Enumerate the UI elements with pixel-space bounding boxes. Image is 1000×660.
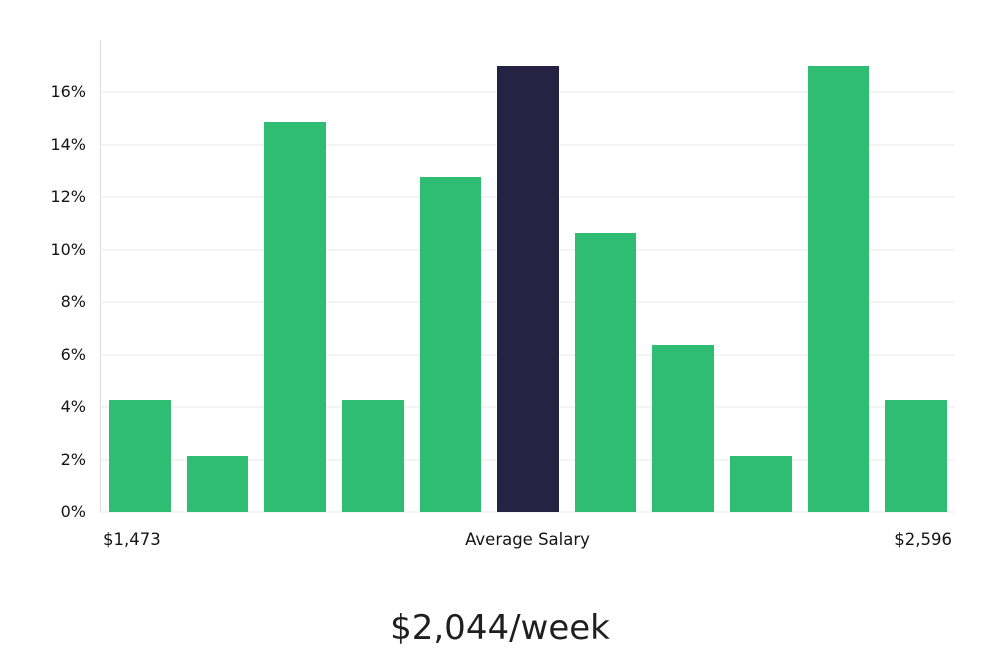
bar xyxy=(885,400,948,512)
y-axis-tick-label: 14% xyxy=(50,134,86,154)
y-axis-tick-label: 16% xyxy=(50,82,86,102)
bar xyxy=(186,456,249,512)
bar xyxy=(807,65,870,512)
x-axis-max-label: $2,596 xyxy=(894,530,952,549)
bar xyxy=(419,177,482,512)
y-axis-tick-label: 2% xyxy=(60,449,86,469)
y-axis-tick-label: 8% xyxy=(60,292,86,312)
bar-average-salary xyxy=(497,65,559,512)
y-axis-tick-label: 4% xyxy=(60,397,86,417)
x-axis-labels: $1,473 Average Salary $2,596 xyxy=(100,530,955,554)
average-weekly-salary-title: $2,044/week xyxy=(390,608,610,648)
bar xyxy=(730,456,792,512)
bar xyxy=(341,400,404,512)
y-axis-tick-label: 10% xyxy=(50,239,86,259)
gridline xyxy=(100,511,955,513)
bar xyxy=(109,400,171,512)
bars-row xyxy=(101,40,955,512)
x-axis-min-label: $1,473 xyxy=(103,530,161,549)
y-axis-tick-label: 0% xyxy=(60,502,86,521)
y-axis-tick-label: 12% xyxy=(50,187,86,207)
bar xyxy=(652,344,715,512)
bar xyxy=(264,121,326,512)
bar xyxy=(574,233,637,512)
y-axis-tick-label: 6% xyxy=(60,344,86,364)
plot-area: 0% 2% 4% 6% 8% 10% 12% 14% 16% xyxy=(50,40,955,520)
x-axis-average-label: Average Salary xyxy=(465,530,590,549)
y-axis-line xyxy=(100,40,101,512)
